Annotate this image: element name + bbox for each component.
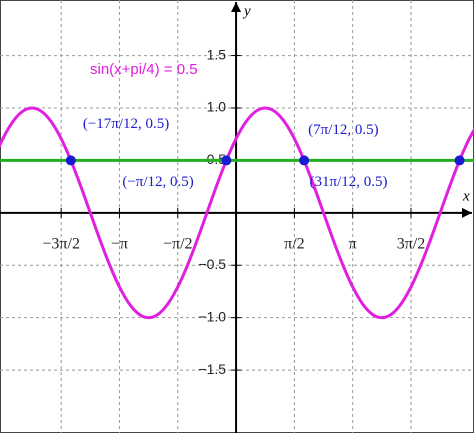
x-tick-label: −π/2 bbox=[163, 236, 193, 253]
plot-area bbox=[0, 106, 474, 320]
y-tick-label: −1.5 bbox=[198, 361, 226, 377]
y-axis-arrow bbox=[231, 2, 242, 12]
point-label: (−17π/12, 0.5) bbox=[83, 116, 169, 132]
y-tick-label: −1.0 bbox=[198, 308, 226, 324]
intersection-point bbox=[454, 155, 465, 166]
point-label: (31π/12, 0.5) bbox=[310, 174, 388, 190]
point-label: (−π/12, 0.5) bbox=[122, 174, 193, 190]
y-tick-label: 1.0 bbox=[207, 99, 227, 115]
y-tick-label: −0.5 bbox=[198, 256, 226, 272]
x-tick-label: −π bbox=[111, 236, 128, 253]
x-tick-label: −3π/2 bbox=[42, 236, 80, 253]
intersection-point bbox=[299, 155, 310, 166]
x-tick-label: π bbox=[349, 236, 357, 253]
intersection-point bbox=[221, 155, 232, 166]
intersection-point bbox=[65, 155, 76, 166]
x-tick-label: π/2 bbox=[284, 236, 305, 253]
x-axis-label: x bbox=[462, 188, 470, 204]
series-line bbox=[0, 106, 474, 320]
x-tick-label: 3π/2 bbox=[397, 236, 426, 253]
y-tick-label: 1.5 bbox=[207, 46, 227, 62]
y-axis-label: y bbox=[242, 3, 251, 19]
annotation: sin(x+pi/4) = 0.5 bbox=[90, 61, 198, 78]
point-label: (7π/12, 0.5) bbox=[308, 122, 378, 138]
x-axis-arrow bbox=[462, 207, 472, 218]
